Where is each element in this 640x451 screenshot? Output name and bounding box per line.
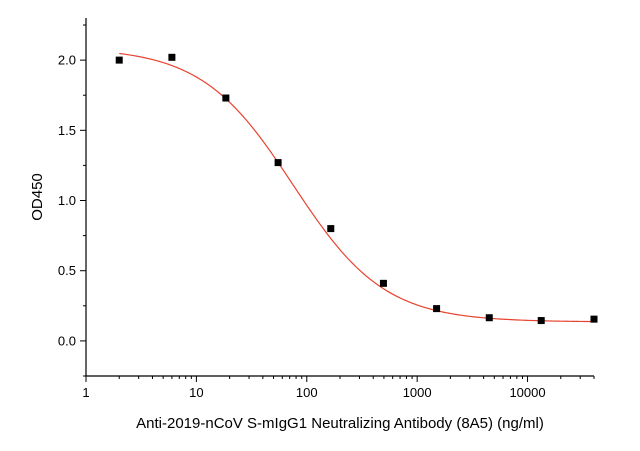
y-tick-label: 0.0 <box>58 333 76 348</box>
x-tick-label: 1 <box>82 385 89 400</box>
fit-curve-layer <box>119 52 595 323</box>
data-point <box>485 314 493 322</box>
data-point <box>590 315 598 323</box>
data-point <box>274 159 282 167</box>
tick-marks: 0.0 0.5 1.0 1.5 2.0 1 10 100 1000 10000 <box>58 24 595 400</box>
y-tick-label: 1.0 <box>58 193 76 208</box>
data-point <box>327 225 335 233</box>
x-tick-label: 100 <box>296 385 318 400</box>
data-points <box>115 53 598 325</box>
y-axis-title: OD450 <box>29 173 46 221</box>
y-tick-label: 1.5 <box>58 123 76 138</box>
fit-curve <box>119 52 595 323</box>
x-axis-title: Anti-2019-nCoV S-mIgG1 Neutralizing Anti… <box>136 415 544 432</box>
axes <box>85 18 594 377</box>
x-tick-label: 10000 <box>509 385 545 400</box>
data-point <box>433 305 441 313</box>
data-point <box>379 279 387 287</box>
data-point <box>222 94 230 102</box>
data-point <box>115 56 123 64</box>
x-tick-label: 10 <box>189 385 203 400</box>
y-tick-label: 0.5 <box>58 263 76 278</box>
y-tick-label: 2.0 <box>58 53 76 68</box>
data-point <box>168 53 176 61</box>
x-tick-label: 1000 <box>403 385 432 400</box>
data-point <box>537 317 545 325</box>
